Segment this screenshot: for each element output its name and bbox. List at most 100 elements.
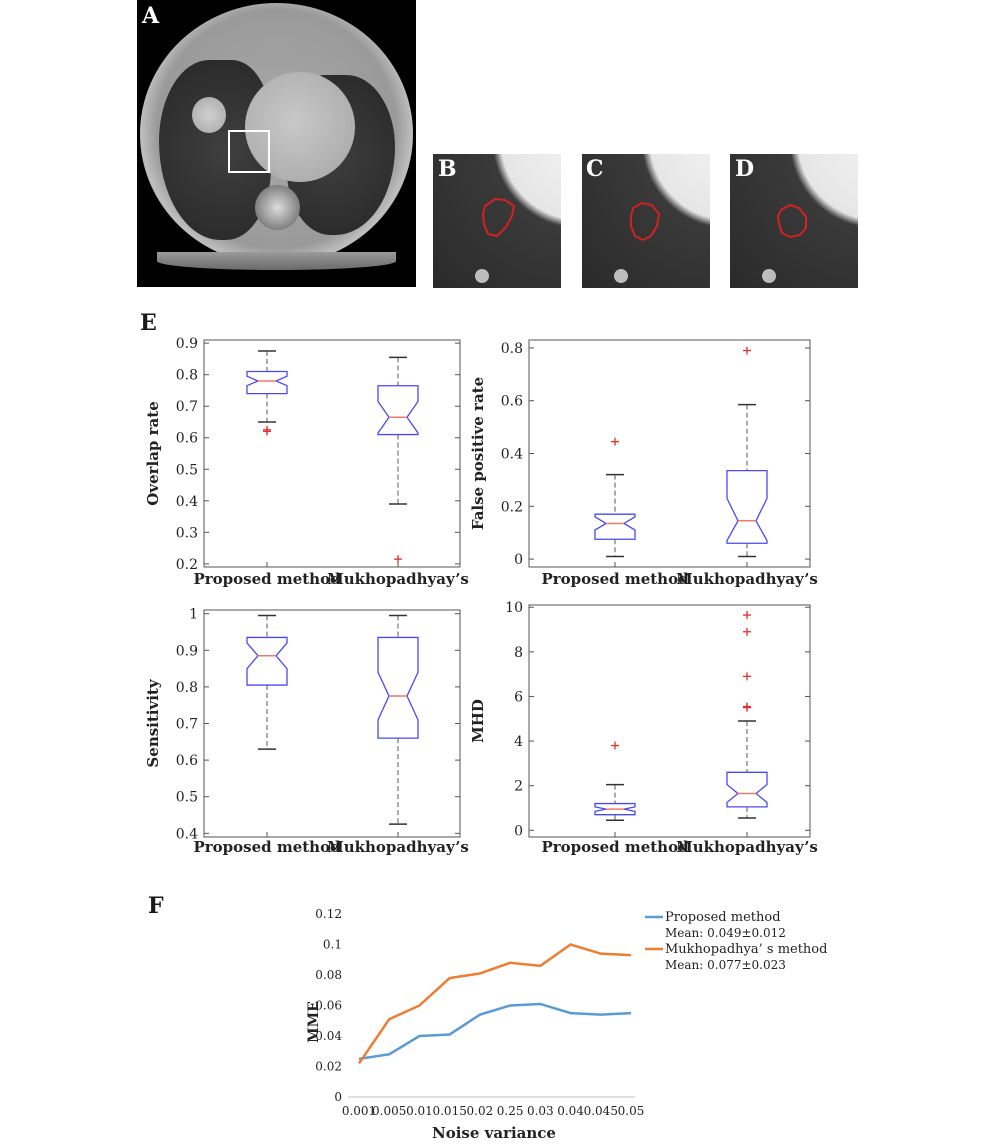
y-tick-label: 0.6 [176,753,198,769]
y-tick-label: 0.7 [176,717,198,733]
x-tick-label: 0.005 [372,1104,406,1118]
y-tick-label: 0.08 [315,968,342,982]
x-tick-label: 0.02 [467,1104,494,1118]
y-tick-label: 10 [505,600,523,616]
x-category-label: Mukhopadhyay’s [676,838,818,856]
notched-box [246,636,288,686]
ct-nodule [192,97,226,133]
legend-mean-label: Mean: 0.049±0.012 [665,926,786,940]
y-tick-label: 0 [514,823,523,839]
y-tick-label: 0.3 [176,525,198,541]
y-axis-label: False positive rate [469,377,487,530]
nodule-contour-d [776,203,807,239]
legend-series-name: Mukhopadhya’ s method [665,942,827,957]
plot-frame [203,609,461,838]
y-tick-label: 0.7 [176,399,198,415]
y-tick-label: 1 [189,607,198,623]
y-tick-label: 0.12 [315,907,342,921]
notched-box [594,802,636,816]
y-tick-label: 4 [514,734,523,750]
y-tick-label: 0.2 [176,557,198,573]
y-tick-label: 8 [514,645,523,661]
ct-crop-c [582,154,710,288]
ct-spine [255,185,300,230]
legend-series-name: Proposed method [665,910,781,925]
x-tick-label: 0.001 [342,1104,376,1118]
plot-frame [528,604,811,838]
ct-heart [245,72,355,182]
x-category-label: Proposed method [193,838,341,856]
y-tick-label: 0.5 [176,790,198,806]
legend-mean-label: Mean: 0.077±0.023 [665,958,786,972]
y-tick-label: 0.5 [176,462,198,478]
notched-box [726,470,768,544]
plot-frame [528,339,811,568]
x-category-label: Mukhopadhyay’s [327,570,469,588]
y-tick-label: 2 [514,779,523,795]
y-tick-label: 6 [514,689,523,705]
y-tick-label: 0.8 [501,341,523,357]
series-line-0 [358,1002,632,1061]
panel-a-label: A [142,3,160,29]
y-tick-label: 0.1 [323,938,342,952]
notched-box [726,771,768,808]
panel-b-label: B [438,156,457,182]
y-tick-label: 0.8 [176,368,198,384]
false-positive-rate-boxplot: 0 0.2 0.4 0.6 0.8 False positive rate Proposed… [469,339,818,588]
x-category-label: Proposed method [193,570,341,588]
notched-box [377,385,419,436]
ct-table [157,252,396,270]
x-category-label: Proposed method [541,570,689,588]
x-tick-label: 0.015 [432,1104,466,1118]
y-tick-label: 0.9 [176,643,198,659]
x-tick-label: 0.04 [557,1104,584,1118]
x-category-label: Mukhopadhyay’s [676,570,818,588]
notched-box [594,513,636,540]
y-axis-label: Overlap rate [144,401,162,505]
region-of-interest-box [228,130,270,173]
y-axis-label: MME [306,1001,322,1043]
x-tick-label: 0.05 [618,1104,645,1118]
y-tick-label: 0.04 [315,1029,342,1043]
y-tick-label: 0.2 [501,499,523,515]
panel-d-label: D [735,156,755,182]
x-category-label: Proposed method [541,838,689,856]
ct-crop-d [730,154,858,288]
x-tick-label: 0.03 [527,1104,554,1118]
y-tick-label: 0.6 [501,394,523,410]
x-category-label: Mukhopadhyay’s [327,838,469,856]
nodule-contour-b [481,197,516,238]
nodule-contour-c [630,201,661,242]
sensitivity-boxplot: 0.4 0.5 0.6 0.7 0.8 0.9 1 Sensitivity Proposed m… [144,607,469,856]
y-tick-label: 0 [334,1090,342,1104]
plot-frame [203,339,461,568]
series-line-1 [357,943,632,1065]
ct-crop-b [433,154,561,288]
notched-box [246,370,288,395]
y-tick-label: 0.4 [176,826,198,842]
ct-scan-image [137,0,416,287]
y-tick-label: 0.02 [315,1060,342,1074]
y-axis-label: Sensitivity [144,678,162,767]
nodule-contours [481,197,807,242]
y-tick-label: 0.8 [176,680,198,696]
y-tick-label: 0.4 [176,494,198,510]
y-tick-label: 0.9 [176,336,198,352]
y-tick-label: 0.6 [176,431,198,447]
x-tick-label: 0.25 [497,1104,524,1118]
y-axis-label: MHD [469,699,487,743]
x-tick-label: 0.01 [406,1104,433,1118]
y-tick-label: 0 [514,552,523,568]
notched-box [377,636,419,739]
x-axis-label: Noise variance [432,1124,556,1142]
panel-f-label: F [148,893,164,919]
panel-e-label: E [140,310,157,336]
y-tick-label: 0.06 [315,999,342,1013]
panel-c-label: C [586,156,604,182]
y-tick-label: 0.4 [501,447,523,463]
overlap-rate-boxplot: 0.2 0.3 0.4 0.5 0.6 0.7 0.8 0.9 Overlap rate Prop… [144,336,469,588]
x-tick-label: 0.045 [584,1104,618,1118]
